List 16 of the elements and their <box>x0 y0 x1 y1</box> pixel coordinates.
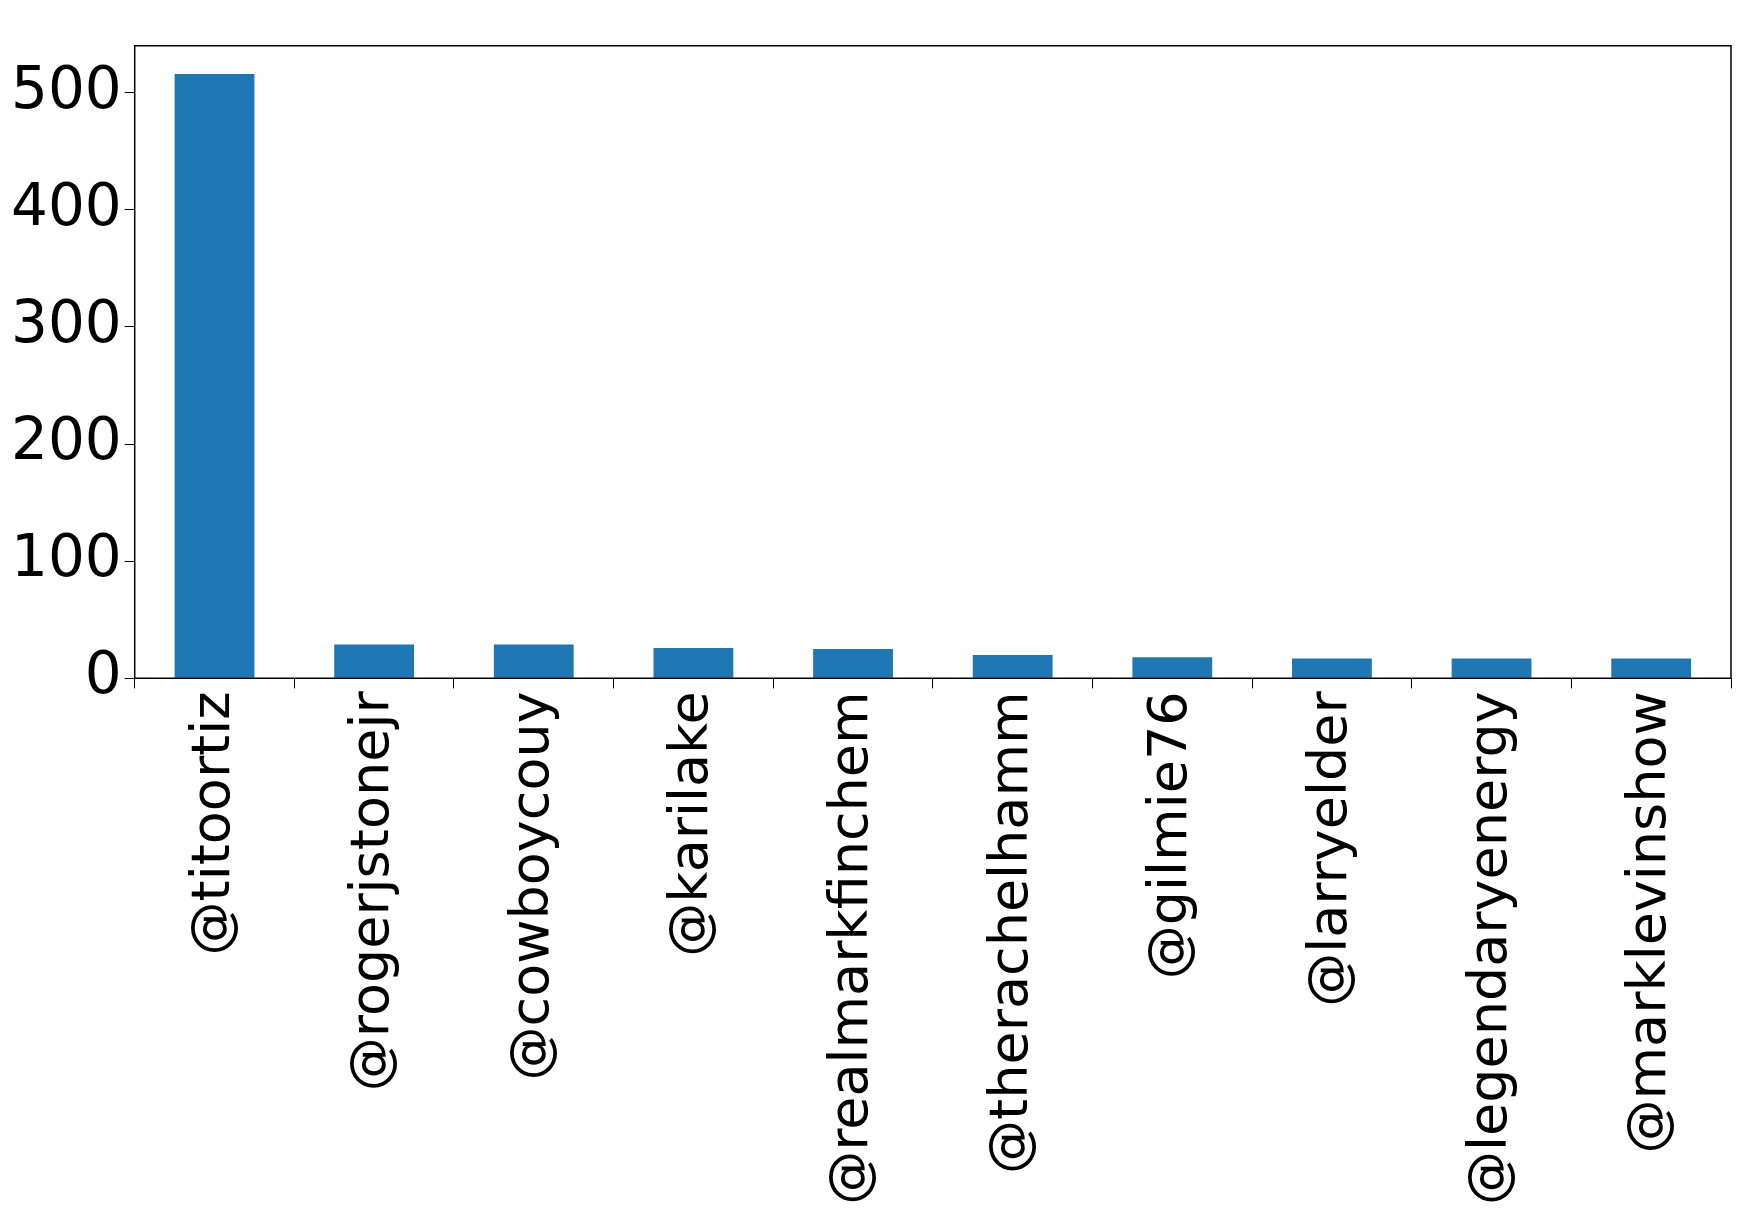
x-tick-label: @karilake <box>657 691 721 957</box>
y-tick-label: 200 <box>10 405 122 474</box>
x-tick-label: @realmarkfinchem <box>817 691 881 1205</box>
y-tick-label: 500 <box>10 53 122 122</box>
x-tick-label: @cowboycouy <box>497 691 561 1081</box>
x-tick-label: @legendaryenergy <box>1455 691 1519 1206</box>
x-tick-label: @titoortiz <box>178 691 242 956</box>
x-tick-label: @rogerjstonejr <box>338 690 402 1092</box>
x-tick-label: @therachelhamm <box>976 691 1040 1174</box>
y-tick-label: 400 <box>10 170 122 239</box>
x-tick-label: @gilmie76 <box>1136 691 1200 980</box>
x-tick-label: @larryelder <box>1295 690 1359 1007</box>
x-tick-label: @marklevinshow <box>1615 691 1679 1154</box>
y-tick-label: 0 <box>84 639 122 708</box>
y-tick-label: 100 <box>10 522 122 591</box>
y-tick-label: 300 <box>10 288 122 356</box>
